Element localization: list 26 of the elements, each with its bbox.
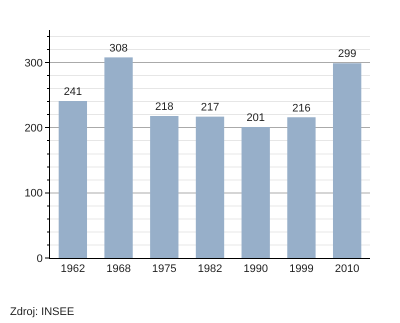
data-label: 217 bbox=[200, 102, 220, 114]
x-tick-label: 1975 bbox=[152, 263, 177, 276]
data-label: 299 bbox=[338, 48, 356, 60]
data-label: 216 bbox=[292, 102, 311, 114]
y-tick-label: 200 bbox=[24, 122, 43, 135]
x-tick-label: 1990 bbox=[243, 263, 268, 276]
y-tick-label: 300 bbox=[24, 57, 43, 70]
data-label: 241 bbox=[64, 86, 82, 98]
bar bbox=[104, 57, 133, 258]
bar bbox=[196, 116, 224, 258]
y-tick-label: 0 bbox=[36, 252, 43, 265]
x-tick-label: 1968 bbox=[106, 263, 131, 276]
bar bbox=[150, 116, 178, 258]
bar bbox=[58, 101, 88, 258]
x-tick-label: 1962 bbox=[60, 263, 86, 276]
data-label: 308 bbox=[109, 42, 128, 54]
bar bbox=[287, 117, 316, 258]
data-label: 218 bbox=[155, 100, 174, 113]
x-tick-label: 1999 bbox=[289, 263, 314, 276]
bar bbox=[242, 127, 270, 258]
bar bbox=[332, 63, 362, 258]
data-label: 201 bbox=[246, 112, 265, 124]
text: Zdroj: INSEE bbox=[10, 306, 74, 318]
y-tick-label: 100 bbox=[24, 188, 43, 200]
x-tick-label: 1982 bbox=[198, 263, 222, 276]
x-tick-label: 2010 bbox=[334, 263, 360, 276]
